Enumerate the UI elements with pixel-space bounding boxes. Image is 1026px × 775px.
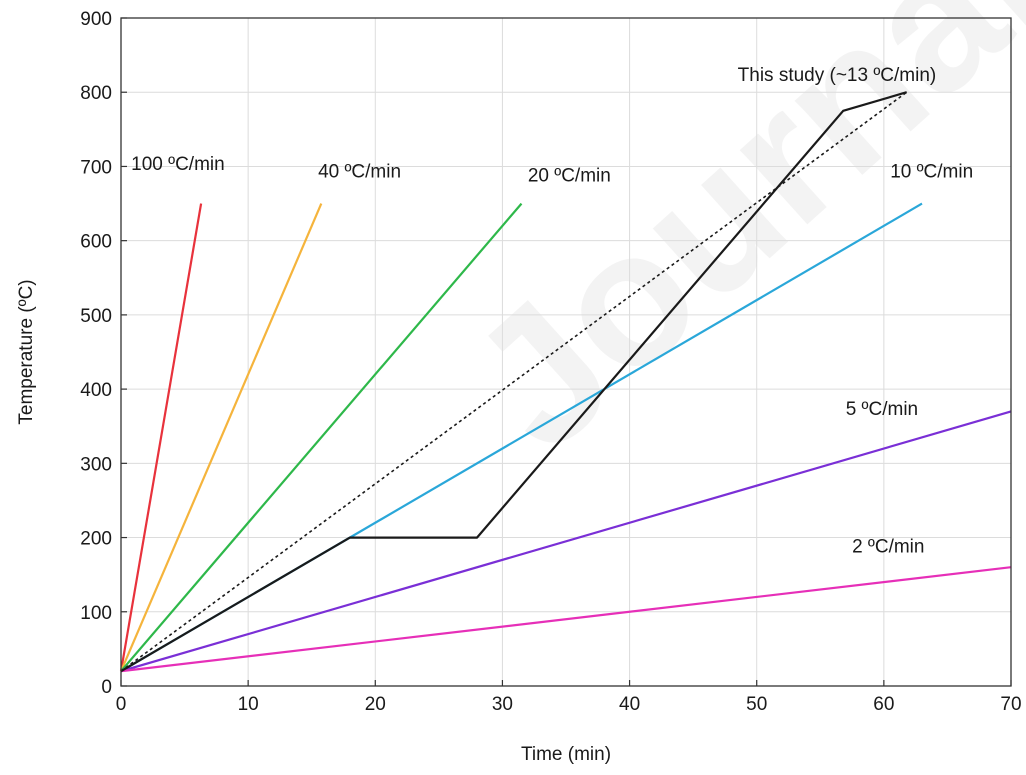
x-axis-title: Time (min) (521, 744, 611, 765)
x-tick-label: 0 (116, 694, 127, 715)
y-tick-label: 800 (80, 83, 112, 104)
x-tick-label: 20 (365, 694, 386, 715)
y-tick-label: 700 (80, 157, 112, 178)
y-tick-label: 100 (80, 603, 112, 624)
series-layer (119, 91, 1012, 673)
series-line (120, 202, 523, 672)
series-label: 20 ºC/min (528, 165, 611, 186)
series-line (119, 203, 203, 672)
x-tick-label: 50 (746, 694, 767, 715)
series-line (119, 203, 323, 672)
series-label: 40 ºC/min (318, 162, 401, 183)
series-label: 5 ºC/min (846, 399, 918, 420)
series-line (120, 566, 1012, 673)
x-tick-label: 70 (1000, 694, 1021, 715)
y-tick-label: 300 (80, 454, 112, 475)
axes-layer: 0 10 20 30 40 50 60 700100200300400500600700800… (80, 9, 1021, 715)
y-tick-label: 500 (80, 306, 112, 327)
x-tick-label: 60 (873, 694, 894, 715)
grid-layer (121, 18, 1011, 686)
x-tick-label: 10 (238, 694, 259, 715)
reference-dotted-line (120, 91, 908, 672)
y-tick-label: 900 (80, 9, 112, 30)
y-tick-label: 400 (80, 380, 112, 401)
series-label: 2 ºC/min (852, 536, 924, 557)
plot-frame (120, 17, 1012, 687)
x-tick-label: 40 (619, 694, 640, 715)
y-tick-label: 0 (101, 677, 112, 698)
label-layer: 100 ºC/min 40 ºC/min 20 ºC/min 10 ºC/min 5 º… (131, 65, 973, 557)
series-line (120, 91, 908, 673)
x-tick-label: 30 (492, 694, 513, 715)
series-line (120, 410, 1012, 673)
series-label: This study (~13 ºC/min) (738, 65, 937, 86)
series-label: 100 ºC/min (131, 154, 225, 175)
series-label: 10 ºC/min (890, 162, 973, 183)
y-axis-title: Temperature (ºC) (16, 279, 37, 424)
y-tick-label: 200 (80, 529, 112, 550)
y-tick-label: 600 (80, 232, 112, 253)
